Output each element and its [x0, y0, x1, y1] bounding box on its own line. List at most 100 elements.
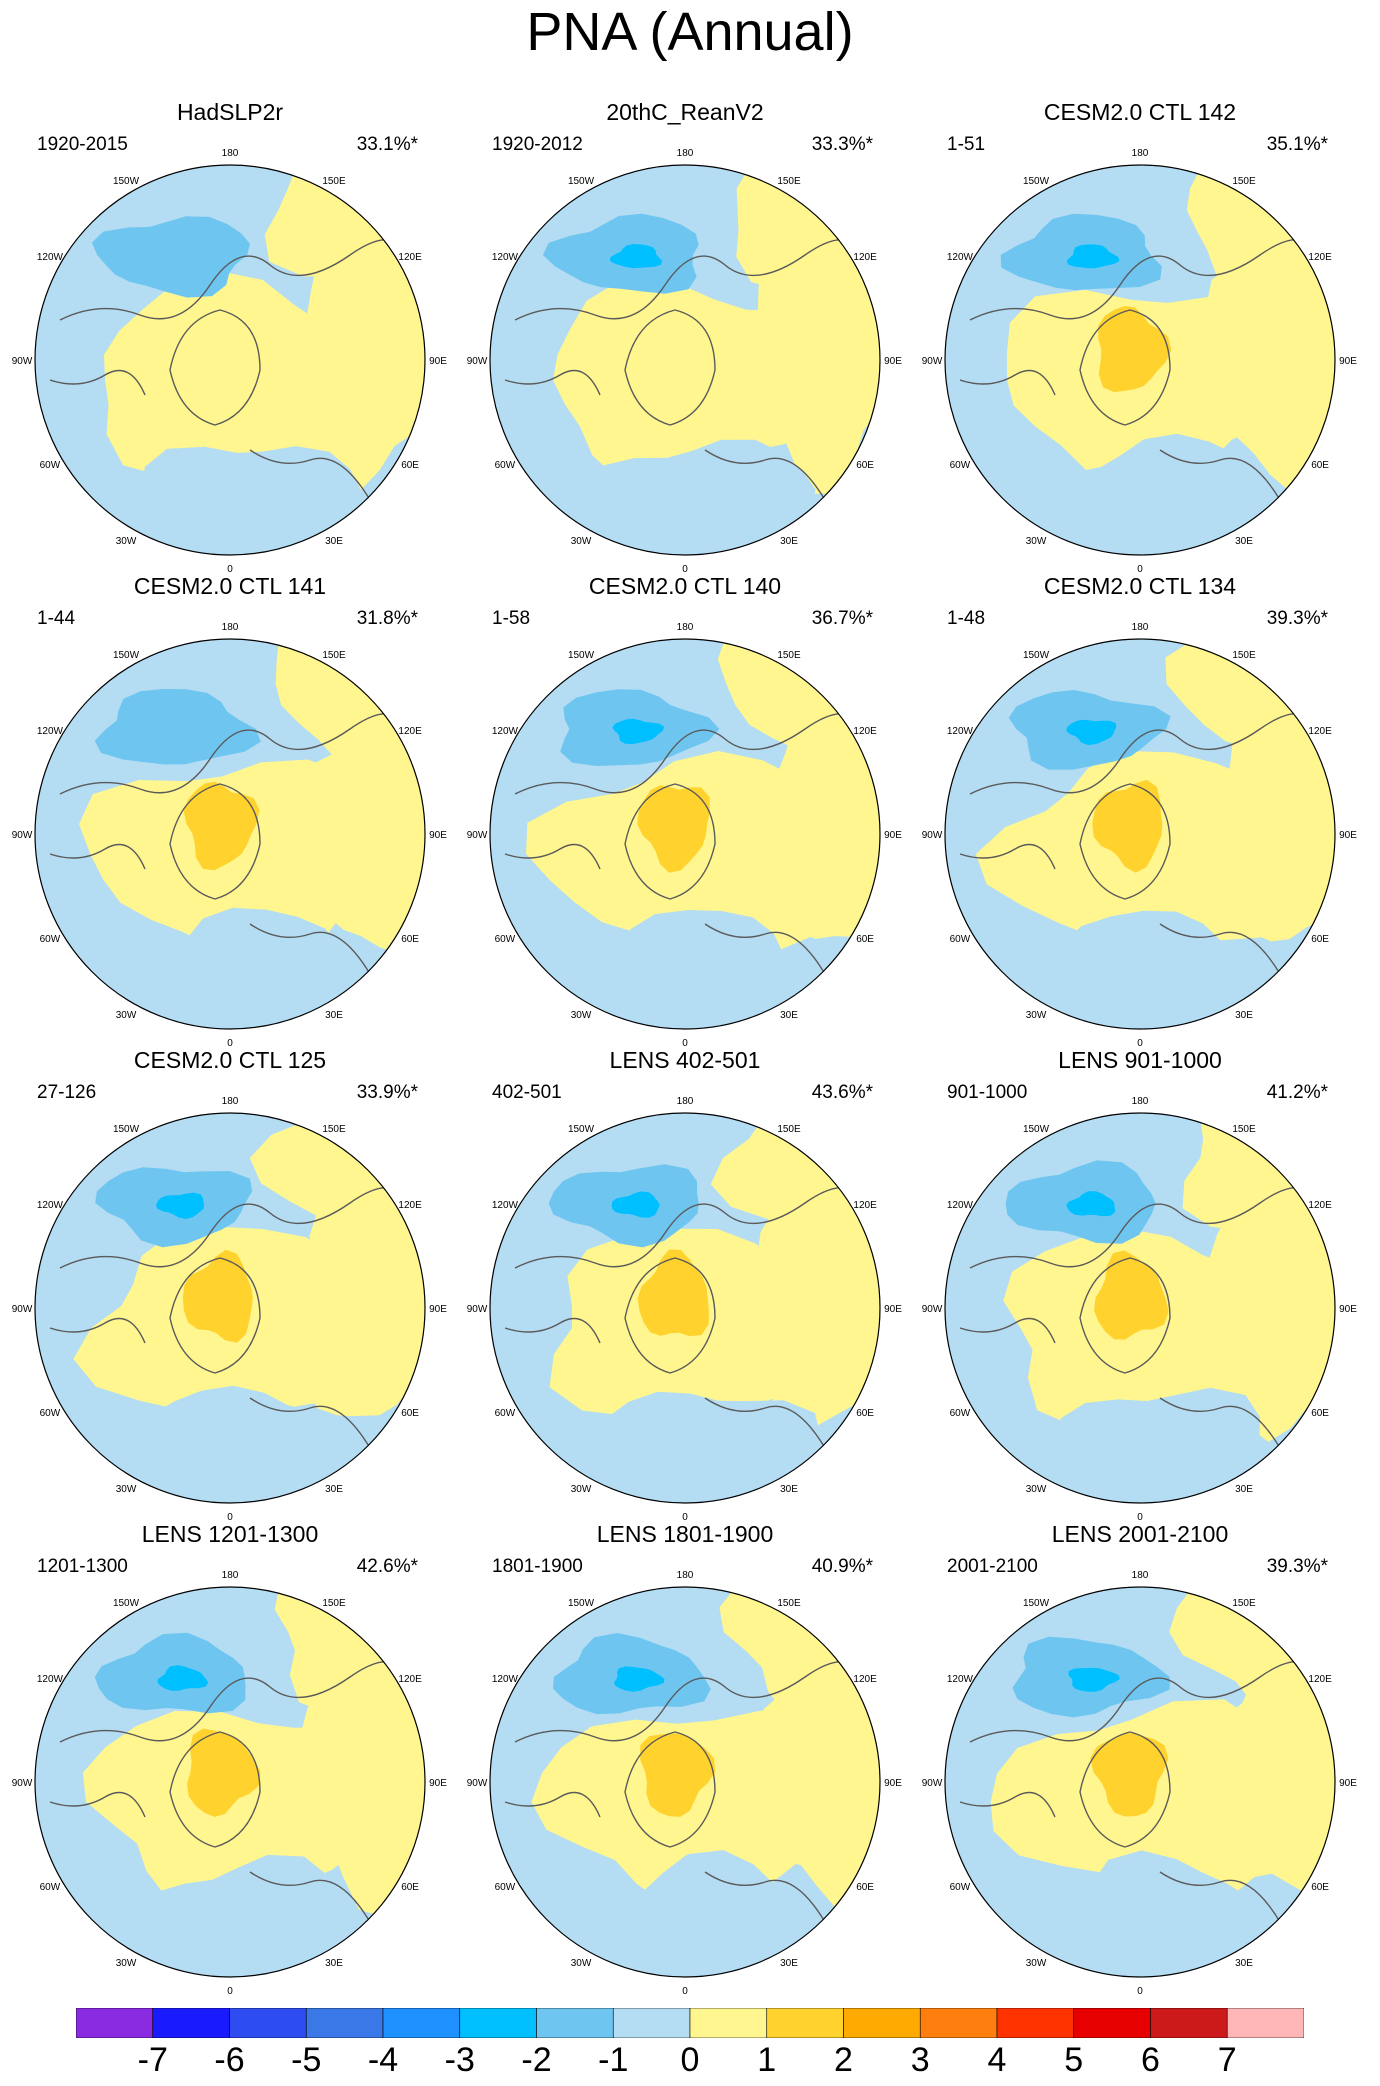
coastline — [1159, 449, 1281, 501]
longitude-label: 180 — [222, 1096, 239, 1107]
map-panel: LENS 2001-2100 2001-2100 39.3%* 180 150E 120E… — [922, 1520, 1358, 1997]
colorbar-swatch — [1150, 2008, 1228, 2038]
contour-pos2 — [1098, 306, 1172, 393]
coastline — [1159, 1871, 1281, 1923]
longitude-label: 120E — [1308, 252, 1332, 263]
longitude-label: 120E — [1308, 726, 1332, 737]
coastline — [514, 713, 866, 795]
longitude-label: 60E — [1311, 934, 1329, 945]
panel-variance: 35.1%* — [1266, 134, 1328, 155]
map-panel: LENS 1201-1300 1201-1300 42.6%* 180 150E 120E… — [12, 1520, 448, 1997]
map-panel: LENS 1801-1900 1801-1900 40.9%* 180 150E 120E… — [467, 1520, 903, 1997]
longitude-label: 60E — [856, 1408, 874, 1419]
longitude-label: 120E — [1308, 1200, 1332, 1211]
longitude-label: 90W — [467, 830, 488, 841]
colorbar-tick-label: -6 — [214, 2041, 245, 2079]
coastline — [49, 843, 146, 870]
panel-period: 1920-2012 — [492, 134, 583, 155]
longitude-label: 180 — [1132, 148, 1149, 159]
longitude-label: 90E — [884, 1778, 902, 1789]
contour-pos1 — [1204, 235, 1335, 494]
longitude-label: 150W — [1023, 176, 1050, 187]
colorbar-tick-label: 3 — [910, 2041, 930, 2079]
contour-pos1 — [1206, 1188, 1335, 1442]
longitude-label: 120W — [37, 1200, 64, 1211]
coastline — [514, 1187, 866, 1269]
longitude-label: 180 — [222, 622, 239, 633]
longitude-label: 150W — [1023, 650, 1050, 661]
panel-title: CESM2.0 CTL 142 — [1043, 99, 1237, 125]
longitude-label: 30E — [325, 1958, 343, 1969]
coastline — [624, 309, 716, 426]
contour-pos1 — [750, 1647, 880, 1909]
longitude-label: 30E — [780, 1010, 798, 1021]
longitude-label: 120E — [853, 252, 877, 263]
contour-pos1 — [757, 243, 880, 494]
colorbar-swatch — [843, 2008, 921, 2038]
longitude-label: 120W — [492, 1674, 519, 1685]
panel-period: 1-51 — [947, 134, 986, 155]
polar-map: 180 150E 120E 90E 60E 30E 0 30W 60W 90W 120W 150W — [922, 622, 1358, 1049]
longitude-label: 90E — [1339, 1778, 1357, 1789]
panel-title: LENS 402-501 — [609, 1047, 761, 1073]
longitude-label: 150E — [1232, 176, 1256, 187]
coastlines — [959, 713, 1321, 975]
longitude-label: 0 — [227, 1986, 233, 1997]
contour-pos2 — [182, 1249, 253, 1343]
longitude-label: 90W — [922, 830, 943, 841]
panel-period: 2001-2100 — [947, 1556, 1038, 1577]
longitude-label: 0 — [682, 1986, 688, 1997]
map-panel: CESM2.0 CTL 125 27-126 33.9%* 180 150E 120E 90… — [12, 1046, 448, 1523]
contour-pos1 — [290, 698, 425, 955]
longitude-label: 30W — [571, 536, 592, 547]
longitude-label: 30W — [1026, 1484, 1047, 1495]
longitude-label: 30E — [1235, 1958, 1253, 1969]
coastline — [504, 1317, 601, 1344]
panel-title: CESM2.0 CTL 134 — [1043, 573, 1237, 599]
panel-title: LENS 1201-1300 — [141, 1521, 319, 1547]
longitude-label: 150E — [1232, 650, 1256, 661]
colorbar-tick-label: -1 — [598, 2041, 629, 2079]
coastline — [169, 783, 261, 900]
longitude-label: 150W — [113, 1124, 140, 1135]
longitude-label: 150W — [113, 176, 140, 187]
polar-map: 180 150E 120E 90E 60E 30E 0 30W 60W 90W 120W 150W — [922, 148, 1358, 575]
map-border — [944, 1586, 1336, 1978]
coastline — [504, 1791, 601, 1818]
longitude-label: 120W — [947, 1674, 974, 1685]
contour-neg3 — [1066, 244, 1120, 269]
longitude-label: 30W — [571, 1958, 592, 1969]
contour-neg2 — [91, 216, 251, 298]
longitude-label: 180 — [677, 622, 694, 633]
coastline — [704, 1397, 826, 1449]
polar-map: 180 150E 120E 90E 60E 30E 0 30W 60W 90W 120W 150W — [467, 622, 903, 1049]
coastline — [49, 1791, 146, 1818]
longitude-label: 30E — [780, 1958, 798, 1969]
contour-neg3 — [156, 1192, 205, 1219]
longitude-label: 120E — [398, 1200, 422, 1211]
longitude-label: 60E — [401, 1882, 419, 1893]
coastline — [969, 713, 1321, 795]
longitude-label: 60W — [950, 460, 971, 471]
coastline — [1079, 1731, 1171, 1848]
panel-period: 1-44 — [37, 608, 76, 629]
longitude-label: 150E — [777, 176, 801, 187]
contour-neg2 — [94, 689, 261, 765]
map-border — [489, 1586, 881, 1978]
longitude-label: 120E — [398, 1674, 422, 1685]
longitude-label: 60W — [495, 460, 516, 471]
panel-title: LENS 2001-2100 — [1051, 1521, 1229, 1547]
longitude-label: 0 — [227, 564, 233, 575]
contour-pos1 — [1203, 701, 1335, 942]
longitude-label: 150E — [322, 1598, 346, 1609]
coastline — [249, 923, 371, 975]
panel-period: 1-58 — [492, 608, 531, 629]
map-border — [489, 638, 881, 1030]
map-border — [489, 1112, 881, 1504]
longitude-label: 90W — [12, 1304, 33, 1315]
panel-title: 20thC_ReanV2 — [606, 99, 764, 125]
polar-map: 180 150E 120E 90E 60E 30E 0 30W 60W 90W 120W 150W — [12, 622, 448, 1049]
longitude-label: 90E — [429, 356, 447, 367]
colorbar-swatch — [919, 2008, 998, 2038]
map-border — [489, 164, 881, 556]
